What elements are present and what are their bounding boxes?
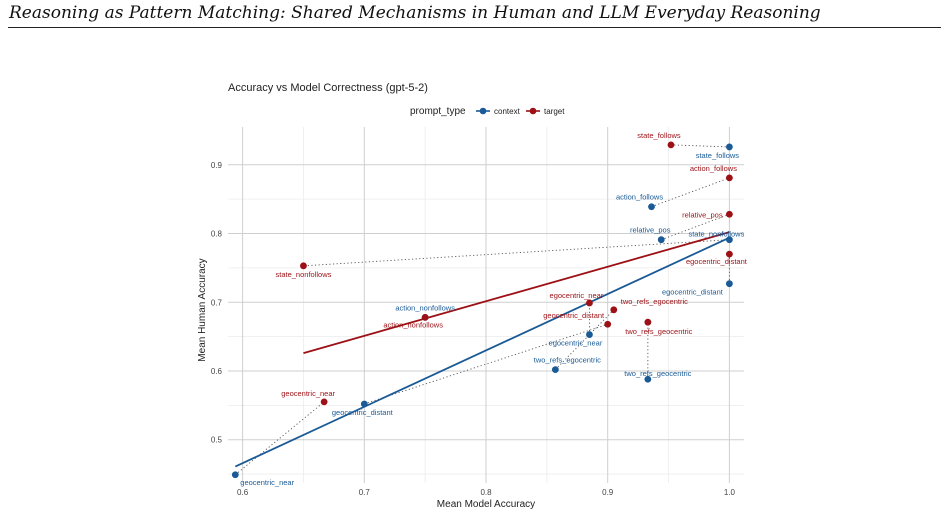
point-context-egocentric-distant <box>725 280 733 288</box>
label-target-two-refs-geocentric: two_refs_geocentric <box>625 327 692 336</box>
label-context-state-nonfollows: state_nonfollows <box>688 230 744 239</box>
label-target-state-follows: state_follows <box>637 131 681 140</box>
x-axis-label: Mean Model Accuracy <box>437 499 535 510</box>
label-target-action-nonfollows: action_nonfollows <box>383 320 443 329</box>
connector-geocentric-distant <box>364 323 608 405</box>
label-target-action-follows: action_follows <box>690 164 737 173</box>
point-context-relative-pos <box>657 236 665 244</box>
y-axis-label: Mean Human Accuracy <box>197 258 208 361</box>
label-target-state-nonfollows: state_nonfollows <box>276 270 332 279</box>
y-tick-labels: 0.5 0.6 0.7 0.8 0.9 <box>211 161 223 445</box>
legend: prompt_type context target <box>410 106 565 117</box>
label-target-two-refs-egocentric: two_refs_egocentric <box>621 297 688 306</box>
x-tick-label-0-6: 0.6 <box>237 488 249 497</box>
x-tick-label-0-7: 0.7 <box>359 488 371 497</box>
label-target-geocentric-near: geocentric_near <box>281 389 335 398</box>
legend-context-dot <box>479 107 487 115</box>
legend-title: prompt_type <box>410 106 466 117</box>
connector-relative-pos <box>661 213 730 241</box>
point-context-geocentric-near <box>231 471 239 479</box>
header-rule <box>8 27 941 28</box>
point-target-relative-pos <box>725 210 733 218</box>
label-context-two-refs-egocentric: two_refs_egocentric <box>534 356 601 365</box>
pair-connectors <box>235 144 730 476</box>
x-tick-label-1-0: 1.0 <box>724 488 736 497</box>
y-tick-label-0-7: 0.7 <box>211 298 223 307</box>
point-context-action-follows <box>648 203 655 211</box>
connector-action-follows <box>651 177 730 208</box>
legend-target-dot <box>529 107 537 115</box>
point-target-action-nonfollows <box>421 313 429 321</box>
label-context-action-nonfollows: action_nonfollows <box>395 303 455 312</box>
point-target-two-refs-egocentric <box>610 306 618 314</box>
label-context-state-follows: state_follows <box>696 151 740 160</box>
legend-target-label: target <box>544 107 565 116</box>
label-context-geocentric-distant: geocentric_distant <box>332 408 394 417</box>
point-target-egocentric-distant <box>725 250 733 258</box>
label-context-action-follows: action_follows <box>616 193 663 202</box>
label-context-geocentric-near: geocentric_near <box>240 478 294 487</box>
chart-title: Accuracy vs Model Correctness (gpt-5-2) <box>228 82 428 94</box>
y-tick-label-0-9: 0.9 <box>211 161 223 170</box>
trend-line-context <box>234 236 730 468</box>
data-points <box>231 141 733 479</box>
trend-line-target <box>303 231 730 354</box>
point-target-egocentric-near <box>586 299 593 307</box>
point-target-geocentric-distant <box>604 320 612 328</box>
legend-context-label: context <box>494 107 521 116</box>
point-context-egocentric-near <box>586 331 593 338</box>
y-tick-label-0-5: 0.5 <box>211 436 223 445</box>
label-target-egocentric-distant: egocentric_distant <box>686 257 748 266</box>
point-context-two-refs-geocentric <box>644 375 652 383</box>
x-tick-label-0-9: 0.9 <box>602 488 614 497</box>
label-target-egocentric-near: egocentric_near <box>550 291 604 300</box>
point-context-geocentric-distant <box>360 400 368 408</box>
label-context-two-refs-geocentric: two_refs_geocentric <box>624 369 691 378</box>
trend-lines <box>234 231 730 468</box>
point-target-action-follows <box>725 174 733 182</box>
point-target-state-nonfollows <box>300 262 307 270</box>
point-context-two-refs-egocentric <box>551 366 559 374</box>
running-head-title: Reasoning as Pattern Matching: Shared Me… <box>9 3 821 23</box>
connector-state-nonfollows <box>303 239 730 267</box>
connector-state-follows <box>670 144 730 148</box>
label-target-relative-pos: relative_pos <box>682 210 723 219</box>
y-tick-label-0-6: 0.6 <box>211 367 223 376</box>
connector-geocentric-near <box>235 401 325 476</box>
label-target-geocentric-distant: geocentric_distant <box>543 311 605 320</box>
label-context-egocentric-near: egocentric_near <box>549 339 603 348</box>
point-context-state-follows <box>725 143 733 151</box>
gridlines <box>228 127 744 483</box>
point-context-state-nonfollows <box>725 236 733 244</box>
point-target-two-refs-geocentric <box>644 318 652 326</box>
point-target-state-follows <box>667 141 675 149</box>
x-tick-labels: 0.6 0.7 0.8 0.9 1.0 <box>237 488 735 497</box>
label-context-relative-pos: relative_pos <box>630 226 671 235</box>
x-tick-label-0-8: 0.8 <box>480 488 492 497</box>
y-tick-label-0-8: 0.8 <box>211 230 223 239</box>
point-target-geocentric-near <box>320 398 328 406</box>
label-context-egocentric-distant: egocentric_distant <box>662 288 724 297</box>
